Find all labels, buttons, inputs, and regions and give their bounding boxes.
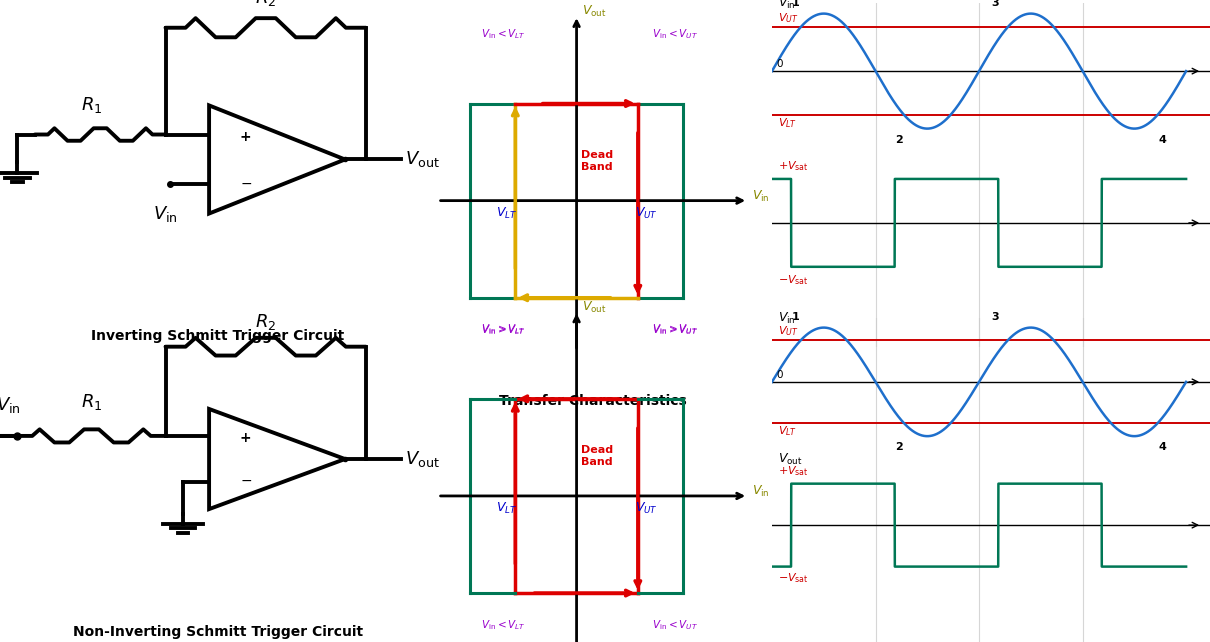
Text: $R_1$: $R_1$	[81, 392, 102, 412]
Text: $V_{\rm in}$: $V_{\rm in}$	[778, 311, 796, 325]
Text: $V_{\rm out}$: $V_{\rm out}$	[405, 449, 439, 469]
Text: $V_{UT}$: $V_{UT}$	[634, 205, 657, 221]
Text: $+V_{\rm sat}$: $+V_{\rm sat}$	[778, 159, 809, 173]
Text: +: +	[240, 130, 252, 144]
Text: $V_{\rm in} < V_{LT}$: $V_{\rm in} < V_{LT}$	[480, 28, 525, 41]
Text: $V_{LT}$: $V_{LT}$	[496, 501, 518, 516]
Text: 4: 4	[1158, 135, 1166, 145]
Text: $V_{\rm out}$: $V_{\rm out}$	[405, 150, 439, 169]
Text: Inverting Schmitt Trigger Circuit: Inverting Schmitt Trigger Circuit	[91, 329, 345, 343]
Text: Non-Inverting Schmitt Trigger Circuit: Non-Inverting Schmitt Trigger Circuit	[73, 625, 363, 639]
Text: $V_{\rm in} > V_{UT}$: $V_{\rm in} > V_{UT}$	[651, 323, 698, 337]
Text: $V_{\rm in} < V_{LT}$: $V_{\rm in} < V_{LT}$	[480, 618, 525, 632]
Text: 1: 1	[791, 312, 800, 322]
Text: $-$: $-$	[240, 473, 252, 487]
Text: $V_{\rm in} < V_{UT}$: $V_{\rm in} < V_{UT}$	[651, 618, 698, 632]
Text: Dead
Band: Dead Band	[581, 150, 613, 171]
Text: $V_{\rm out}$: $V_{\rm out}$	[582, 300, 607, 315]
Text: $V_{\rm in}$: $V_{\rm in}$	[753, 484, 770, 499]
Text: $-$: $-$	[240, 175, 252, 189]
Text: $V_{\rm in}$: $V_{\rm in}$	[0, 395, 21, 415]
Text: $+V_{\rm sat}$: $+V_{\rm sat}$	[778, 465, 809, 478]
Text: $R_1$: $R_1$	[81, 95, 102, 116]
Text: $V_{\rm out}$: $V_{\rm out}$	[582, 4, 607, 19]
Text: 0: 0	[776, 59, 783, 69]
Text: 2: 2	[895, 135, 903, 145]
Text: +: +	[240, 431, 252, 445]
Text: $V_{LT}$: $V_{LT}$	[496, 205, 518, 221]
Text: Transfer Characteristics: Transfer Characteristics	[499, 394, 687, 408]
Text: $V_{\rm in}$: $V_{\rm in}$	[753, 189, 770, 204]
Text: $V_{UT}$: $V_{UT}$	[778, 324, 799, 338]
Text: 1: 1	[791, 0, 800, 8]
Text: $R_2$: $R_2$	[255, 313, 276, 333]
Text: 4: 4	[1158, 442, 1166, 452]
Text: 3: 3	[991, 312, 998, 322]
Text: $R_2$: $R_2$	[255, 0, 276, 8]
Text: $V_{UT}$: $V_{UT}$	[778, 11, 799, 24]
Text: 3: 3	[991, 0, 998, 8]
Text: 0: 0	[776, 370, 783, 380]
Text: $-V_{\rm sat}$: $-V_{\rm sat}$	[778, 273, 809, 286]
Text: $V_{\rm in} < V_{UT}$: $V_{\rm in} < V_{UT}$	[651, 28, 698, 41]
Text: $V_{\rm in}$: $V_{\rm in}$	[778, 0, 796, 12]
Text: 2: 2	[895, 442, 903, 452]
Text: $V_{\rm in} > V_{UT}$: $V_{\rm in} > V_{UT}$	[651, 323, 698, 336]
Text: $V_{UT}$: $V_{UT}$	[634, 501, 657, 516]
Text: $V_{\rm in} > V_{LT}$: $V_{\rm in} > V_{LT}$	[480, 323, 525, 337]
Text: $V_{LT}$: $V_{LT}$	[778, 424, 797, 438]
Text: $V_{\rm in} > V_{LT}$: $V_{\rm in} > V_{LT}$	[480, 323, 525, 336]
Text: $V_{\rm in}$: $V_{\rm in}$	[154, 204, 178, 224]
Text: Dead
Band: Dead Band	[581, 446, 613, 467]
Text: $-V_{\rm sat}$: $-V_{\rm sat}$	[778, 571, 809, 586]
Text: $V_{LT}$: $V_{LT}$	[778, 116, 797, 130]
Text: $V_{\rm out}$: $V_{\rm out}$	[778, 451, 803, 467]
